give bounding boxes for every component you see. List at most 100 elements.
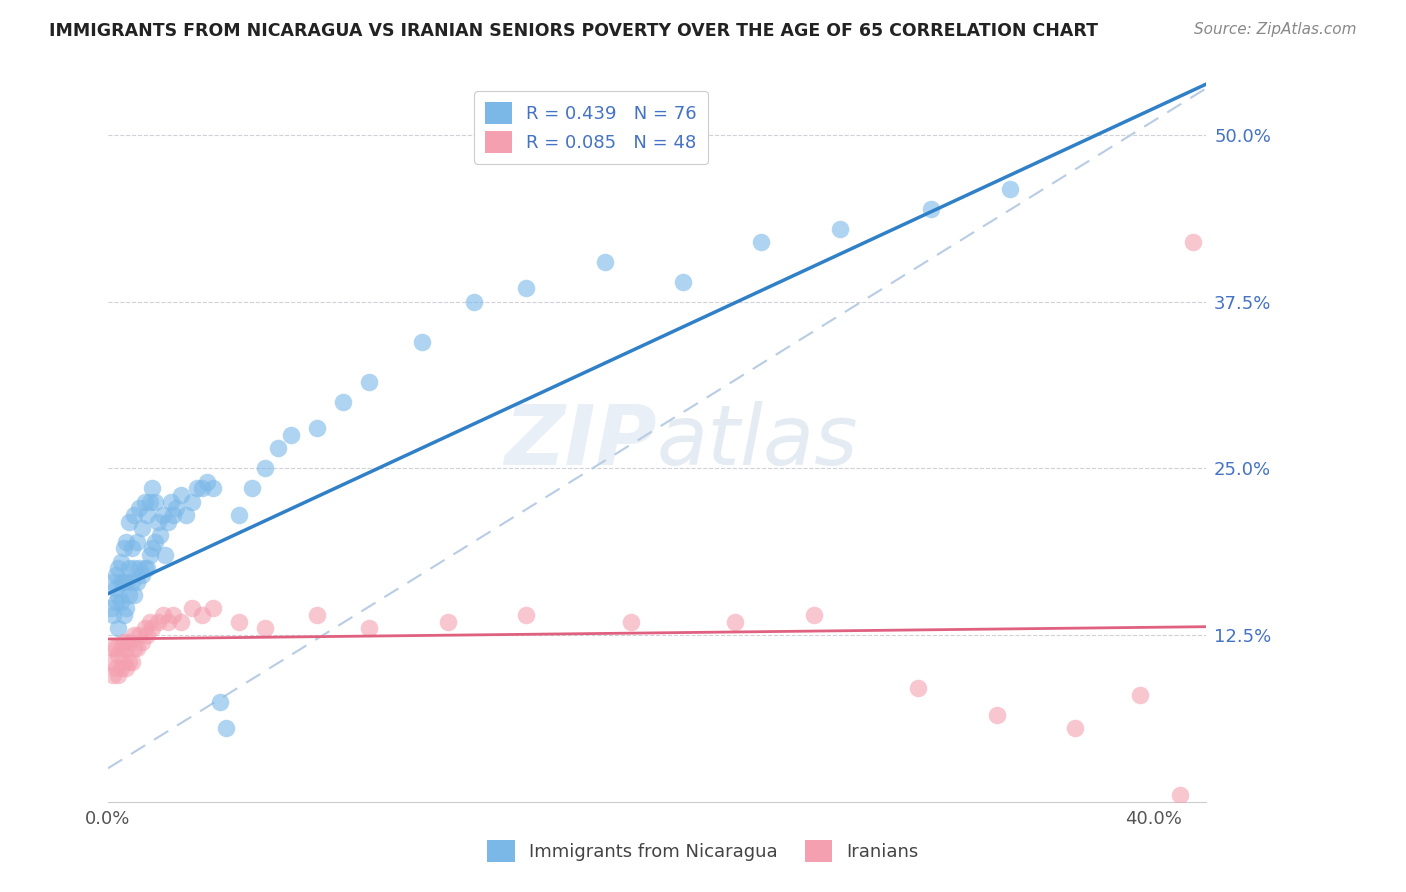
Point — [103, 668, 125, 682]
Text: atlas: atlas — [657, 401, 859, 483]
Point — [104, 568, 127, 582]
Point — [515, 281, 537, 295]
Point — [131, 634, 153, 648]
Point — [110, 574, 132, 589]
Point — [107, 668, 129, 682]
Point — [253, 461, 276, 475]
Point — [115, 574, 138, 589]
Point — [104, 595, 127, 609]
Point — [159, 494, 181, 508]
Point — [121, 655, 143, 669]
Point — [436, 615, 458, 629]
Point — [100, 601, 122, 615]
Point — [118, 588, 141, 602]
Point — [162, 607, 184, 622]
Point — [141, 541, 163, 556]
Point — [191, 482, 214, 496]
Point — [115, 601, 138, 615]
Point — [128, 501, 150, 516]
Point — [146, 615, 169, 629]
Point — [118, 634, 141, 648]
Point — [152, 508, 174, 522]
Point — [134, 621, 156, 635]
Point — [107, 621, 129, 635]
Point — [103, 574, 125, 589]
Point — [907, 681, 929, 696]
Point — [107, 588, 129, 602]
Point — [143, 534, 166, 549]
Point — [280, 428, 302, 442]
Point — [672, 275, 695, 289]
Point — [131, 568, 153, 582]
Point — [228, 615, 250, 629]
Text: Source: ZipAtlas.com: Source: ZipAtlas.com — [1194, 22, 1357, 37]
Point — [998, 181, 1021, 195]
Point — [143, 494, 166, 508]
Point — [112, 541, 135, 556]
Point — [180, 601, 202, 615]
Point — [162, 508, 184, 522]
Point — [122, 561, 145, 575]
Point — [155, 548, 177, 562]
Point — [209, 695, 232, 709]
Point — [118, 655, 141, 669]
Point — [359, 375, 381, 389]
Text: ZIP: ZIP — [505, 401, 657, 483]
Point — [100, 655, 122, 669]
Point — [1129, 688, 1152, 702]
Point — [141, 621, 163, 635]
Point — [803, 607, 825, 622]
Legend: R = 0.439   N = 76, R = 0.085   N = 48: R = 0.439 N = 76, R = 0.085 N = 48 — [474, 91, 709, 164]
Point — [110, 641, 132, 656]
Point — [146, 515, 169, 529]
Point — [107, 561, 129, 575]
Point — [593, 255, 616, 269]
Point — [104, 641, 127, 656]
Point — [724, 615, 747, 629]
Point — [149, 528, 172, 542]
Point — [115, 534, 138, 549]
Text: IMMIGRANTS FROM NICARAGUA VS IRANIAN SENIORS POVERTY OVER THE AGE OF 65 CORRELAT: IMMIGRANTS FROM NICARAGUA VS IRANIAN SEN… — [49, 22, 1098, 40]
Point — [134, 561, 156, 575]
Point — [110, 595, 132, 609]
Point — [122, 588, 145, 602]
Point — [136, 628, 159, 642]
Point — [1168, 788, 1191, 802]
Point — [228, 508, 250, 522]
Point — [195, 475, 218, 489]
Point — [1064, 721, 1087, 735]
Point — [103, 641, 125, 656]
Legend: Immigrants from Nicaragua, Iranians: Immigrants from Nicaragua, Iranians — [481, 833, 925, 870]
Point — [515, 607, 537, 622]
Point — [112, 634, 135, 648]
Point — [112, 574, 135, 589]
Point — [186, 482, 208, 496]
Point — [463, 294, 485, 309]
Point — [128, 561, 150, 575]
Point — [411, 334, 433, 349]
Point — [112, 607, 135, 622]
Point — [267, 442, 290, 456]
Point — [359, 621, 381, 635]
Point — [122, 508, 145, 522]
Point — [214, 721, 236, 735]
Point — [115, 661, 138, 675]
Point — [125, 534, 148, 549]
Point — [139, 615, 162, 629]
Point — [240, 482, 263, 496]
Point — [121, 574, 143, 589]
Point — [131, 521, 153, 535]
Point — [751, 235, 773, 249]
Point — [122, 628, 145, 642]
Point — [1181, 235, 1204, 249]
Point — [112, 655, 135, 669]
Point — [139, 494, 162, 508]
Point — [157, 515, 180, 529]
Point — [828, 221, 851, 235]
Point — [122, 641, 145, 656]
Point — [191, 607, 214, 622]
Point — [110, 661, 132, 675]
Point — [152, 607, 174, 622]
Point — [115, 641, 138, 656]
Point — [986, 708, 1008, 723]
